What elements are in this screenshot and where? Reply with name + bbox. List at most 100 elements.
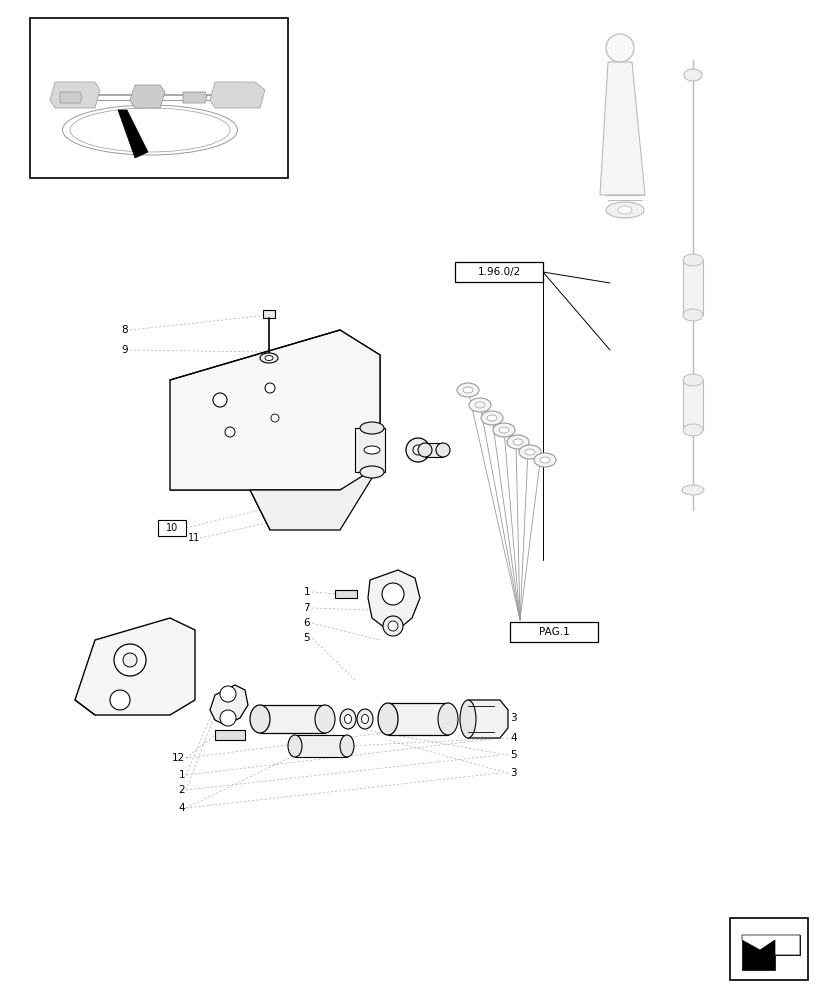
Ellipse shape [460, 700, 476, 738]
Circle shape [388, 621, 398, 631]
Ellipse shape [314, 705, 335, 733]
Ellipse shape [361, 714, 368, 724]
Ellipse shape [250, 705, 270, 733]
Ellipse shape [340, 735, 354, 757]
Bar [729, 918, 807, 980]
Polygon shape [467, 700, 508, 738]
Ellipse shape [682, 254, 702, 266]
Circle shape [383, 616, 403, 636]
Ellipse shape [683, 69, 701, 81]
Circle shape [110, 690, 130, 710]
Polygon shape [600, 62, 644, 195]
Polygon shape [170, 330, 380, 490]
Bar [388, 703, 447, 735]
Circle shape [225, 427, 235, 437]
Polygon shape [250, 465, 380, 530]
Ellipse shape [413, 445, 423, 455]
Bar [455, 262, 543, 282]
Text: 12: 12 [171, 753, 184, 763]
Bar [682, 380, 702, 430]
Ellipse shape [340, 709, 356, 729]
Polygon shape [741, 935, 799, 955]
Ellipse shape [457, 383, 479, 397]
Polygon shape [170, 330, 380, 490]
Ellipse shape [405, 438, 429, 462]
Ellipse shape [524, 449, 534, 455]
Text: 1: 1 [303, 587, 309, 597]
Ellipse shape [519, 445, 540, 459]
Text: PAG.1: PAG.1 [538, 627, 569, 637]
Circle shape [265, 383, 275, 393]
Text: 1: 1 [178, 770, 184, 780]
Text: 3: 3 [509, 713, 516, 723]
Bar [30, 18, 288, 178]
Ellipse shape [360, 466, 384, 478]
Ellipse shape [288, 735, 302, 757]
Bar [158, 520, 186, 536]
Circle shape [220, 710, 236, 726]
Ellipse shape [475, 402, 485, 408]
Circle shape [381, 583, 404, 605]
Ellipse shape [486, 415, 496, 421]
Ellipse shape [605, 202, 643, 218]
Ellipse shape [513, 439, 523, 445]
Text: 7: 7 [303, 603, 309, 613]
Text: 4: 4 [178, 803, 184, 813]
Polygon shape [741, 935, 799, 970]
Ellipse shape [360, 422, 384, 434]
Text: 3: 3 [509, 768, 516, 778]
Circle shape [605, 34, 633, 62]
Polygon shape [130, 85, 165, 108]
Polygon shape [118, 110, 148, 158]
Ellipse shape [356, 709, 372, 729]
Ellipse shape [539, 457, 549, 463]
Bar [215, 730, 245, 740]
Ellipse shape [617, 206, 631, 214]
Ellipse shape [378, 703, 398, 735]
Text: 1.96.0/2: 1.96.0/2 [477, 267, 520, 277]
Ellipse shape [364, 446, 380, 454]
Ellipse shape [499, 427, 509, 433]
Text: 5: 5 [303, 633, 309, 643]
Circle shape [270, 414, 279, 422]
Bar [355, 428, 385, 472]
Ellipse shape [682, 309, 702, 321]
Bar [260, 705, 325, 733]
Ellipse shape [436, 443, 449, 457]
Ellipse shape [265, 356, 273, 360]
Ellipse shape [418, 443, 432, 457]
Circle shape [114, 644, 146, 676]
Text: 6: 6 [303, 618, 309, 628]
Text: 5: 5 [509, 750, 516, 760]
Bar [335, 590, 356, 598]
Ellipse shape [681, 485, 703, 495]
Text: 11: 11 [188, 533, 200, 543]
Ellipse shape [344, 714, 351, 724]
Ellipse shape [480, 411, 502, 425]
Polygon shape [60, 92, 82, 103]
Polygon shape [183, 92, 207, 103]
Polygon shape [210, 685, 248, 725]
Polygon shape [210, 82, 265, 108]
Ellipse shape [533, 453, 555, 467]
Text: 8: 8 [122, 325, 128, 335]
Bar [424, 443, 442, 457]
Ellipse shape [468, 398, 490, 412]
Ellipse shape [260, 353, 278, 363]
Bar [682, 260, 702, 315]
Text: 2: 2 [178, 785, 184, 795]
Ellipse shape [682, 424, 702, 436]
Ellipse shape [437, 703, 457, 735]
Ellipse shape [462, 387, 472, 393]
Ellipse shape [492, 423, 514, 437]
Polygon shape [75, 618, 195, 715]
Text: 4: 4 [509, 733, 516, 743]
Circle shape [213, 393, 227, 407]
Circle shape [123, 653, 136, 667]
Text: 9: 9 [122, 345, 128, 355]
Polygon shape [50, 82, 100, 108]
Text: 10: 10 [165, 523, 178, 533]
Bar [294, 735, 347, 757]
Bar [263, 310, 275, 318]
Ellipse shape [506, 435, 528, 449]
